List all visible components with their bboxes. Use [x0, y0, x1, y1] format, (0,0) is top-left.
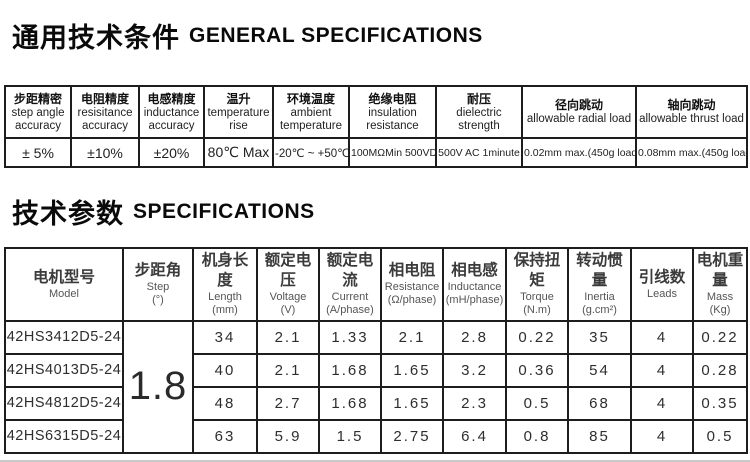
specifications-table: 电机型号 Model 步距角 Step (°) 机身长度 Length (mm) 额定电压… — [4, 247, 748, 454]
bottom-divider — [0, 459, 750, 462]
step-angle-cell: 1.8 — [122, 319, 194, 454]
resistance-cell: 1.65 — [380, 385, 444, 421]
mass-cell: 0.28 — [692, 352, 748, 388]
torque-cell: 0.8 — [505, 418, 569, 454]
spec-row: 42HS4013D5-24 40 2.1 1.68 1.65 3.2 0.36 … — [4, 352, 748, 388]
spec-row: 42HS3412D5-24 1.8 34 2.1 1.33 2.1 2.8 0.… — [4, 319, 748, 454]
spec-header-torque: 保持扭矩 Torque (N.m) — [505, 247, 569, 322]
spec-header-row: 电机型号 Model 步距角 Step (°) 机身长度 Length (mm) 额定电压… — [4, 247, 748, 322]
torque-cell: 0.22 — [505, 319, 569, 355]
current-cell: 1.5 — [318, 418, 382, 454]
inductance-cell: 2.3 — [442, 385, 507, 421]
spec-header-step: 步距角 Step (°) — [122, 247, 194, 322]
resistance-cell: 2.75 — [380, 418, 444, 454]
general-values-row: ± 5% ±10% ±20% 80℃ Max -20℃ ~ +50℃ 100MΩ… — [4, 137, 748, 168]
spec-row: 42HS4812D5-24 48 2.7 1.68 1.65 2.3 0.5 6… — [4, 385, 748, 421]
section-title-general-zh: 通用技术条件 — [12, 23, 180, 53]
model-cell: 42HS4013D5-24 — [4, 352, 124, 388]
mass-cell: 0.35 — [692, 385, 748, 421]
spec-header-inertia: 转动惯量 Inertia (g.cm²) — [567, 247, 632, 322]
current-cell: 1.68 — [318, 352, 382, 388]
spec-header-resistance: 相电阻 Resistance (Ω/phase) — [380, 247, 444, 322]
general-value-thrust-load: 0.08mm max.(450g load) — [635, 137, 748, 168]
current-cell: 1.33 — [318, 319, 382, 355]
spec-header-leads: 引线数 Leads — [630, 247, 694, 322]
voltage-cell: 2.1 — [256, 352, 320, 388]
spec-header-current: 额定电流 Current (A/phase) — [318, 247, 382, 322]
general-value-radial-load: 0.02mm max.(450g load) — [521, 137, 637, 168]
leads-cell: 4 — [630, 385, 694, 421]
mass-cell: 0.22 — [692, 319, 748, 355]
voltage-cell: 2.1 — [256, 319, 320, 355]
general-header-resistance-accuracy: 电阻精度 resisitance accuracy — [70, 85, 140, 139]
section-title-specifications-en: SPECIFICATIONS — [133, 199, 315, 223]
torque-cell: 0.36 — [505, 352, 569, 388]
section-title-specifications: 技术参数 SPECIFICATIONS — [0, 192, 750, 231]
section-title-general: 通用技术条件 GENERAL SPECIFICATIONS — [0, 0, 750, 55]
general-header-temperature-rise: 温升 temperature rise — [203, 85, 274, 139]
inertia-cell: 68 — [567, 385, 632, 421]
inductance-cell: 2.8 — [442, 319, 507, 355]
general-value-insulation-resistance: 100MΩMin 500VDC — [348, 137, 437, 168]
spec-row: 42HS6315D5-24 63 5.9 1.5 2.75 6.4 0.8 85… — [4, 418, 748, 454]
general-header-thrust-load: 轴向跳动 allowable thrust load — [635, 85, 748, 139]
inertia-cell: 35 — [567, 319, 632, 355]
spec-header-model: 电机型号 Model — [4, 247, 124, 322]
spec-header-voltage: 额定电压 Voltage (V) — [256, 247, 320, 322]
inductance-cell: 3.2 — [442, 352, 507, 388]
general-value-resistance-accuracy: ±10% — [70, 137, 140, 168]
length-cell: 40 — [192, 352, 258, 388]
model-cell: 42HS3412D5-24 — [4, 319, 124, 355]
spec-header-mass: 电机重量 Mass (Kg) — [692, 247, 748, 322]
general-header-row: 步距精密 step angle accuracy 电阻精度 resisitance … — [4, 85, 748, 139]
leads-cell: 4 — [630, 352, 694, 388]
section-title-general-en: GENERAL SPECIFICATIONS — [189, 23, 483, 47]
general-value-dielectric-strength: 500V AC 1minute — [435, 137, 523, 168]
resistance-cell: 2.1 — [380, 319, 444, 355]
torque-cell: 0.5 — [505, 385, 569, 421]
general-specs-table: 步距精密 step angle accuracy 电阻精度 resisitance … — [4, 85, 748, 168]
section-title-specifications-zh: 技术参数 — [12, 199, 124, 229]
general-header-insulation-resistance: 绝缘电阻 insulation resistance — [348, 85, 437, 139]
inertia-cell: 85 — [567, 418, 632, 454]
spec-header-inductance: 相电感 Inductance (mH/phase) — [442, 247, 507, 322]
length-cell: 48 — [192, 385, 258, 421]
length-cell: 34 — [192, 319, 258, 355]
mass-cell: 0.5 — [692, 418, 748, 454]
general-header-step-angle-accuracy: 步距精密 step angle accuracy — [4, 85, 72, 139]
model-cell: 42HS4812D5-24 — [4, 385, 124, 421]
inductance-cell: 6.4 — [442, 418, 507, 454]
general-value-step-angle-accuracy: ± 5% — [4, 137, 72, 168]
general-header-dielectric-strength: 耐压 dielectric strength — [435, 85, 523, 139]
general-header-inductance-accuracy: 电感精度 inductance accuracy — [138, 85, 205, 139]
current-cell: 1.68 — [318, 385, 382, 421]
voltage-cell: 2.7 — [256, 385, 320, 421]
general-value-inductance-accuracy: ±20% — [138, 137, 205, 168]
resistance-cell: 1.65 — [380, 352, 444, 388]
spec-header-length: 机身长度 Length (mm) — [192, 247, 258, 322]
length-cell: 63 — [192, 418, 258, 454]
general-header-ambient-temperature: 环境温度 ambient temperature — [272, 85, 350, 139]
leads-cell: 4 — [630, 418, 694, 454]
general-header-radial-load: 径向跳动 allowable radial load — [521, 85, 637, 139]
general-value-ambient-temperature: -20℃ ~ +50℃ — [272, 137, 350, 168]
leads-cell: 4 — [630, 319, 694, 355]
general-value-temperature-rise: 80℃ Max — [203, 137, 274, 168]
voltage-cell: 5.9 — [256, 418, 320, 454]
model-cell: 42HS6315D5-24 — [4, 418, 124, 454]
inertia-cell: 54 — [567, 352, 632, 388]
